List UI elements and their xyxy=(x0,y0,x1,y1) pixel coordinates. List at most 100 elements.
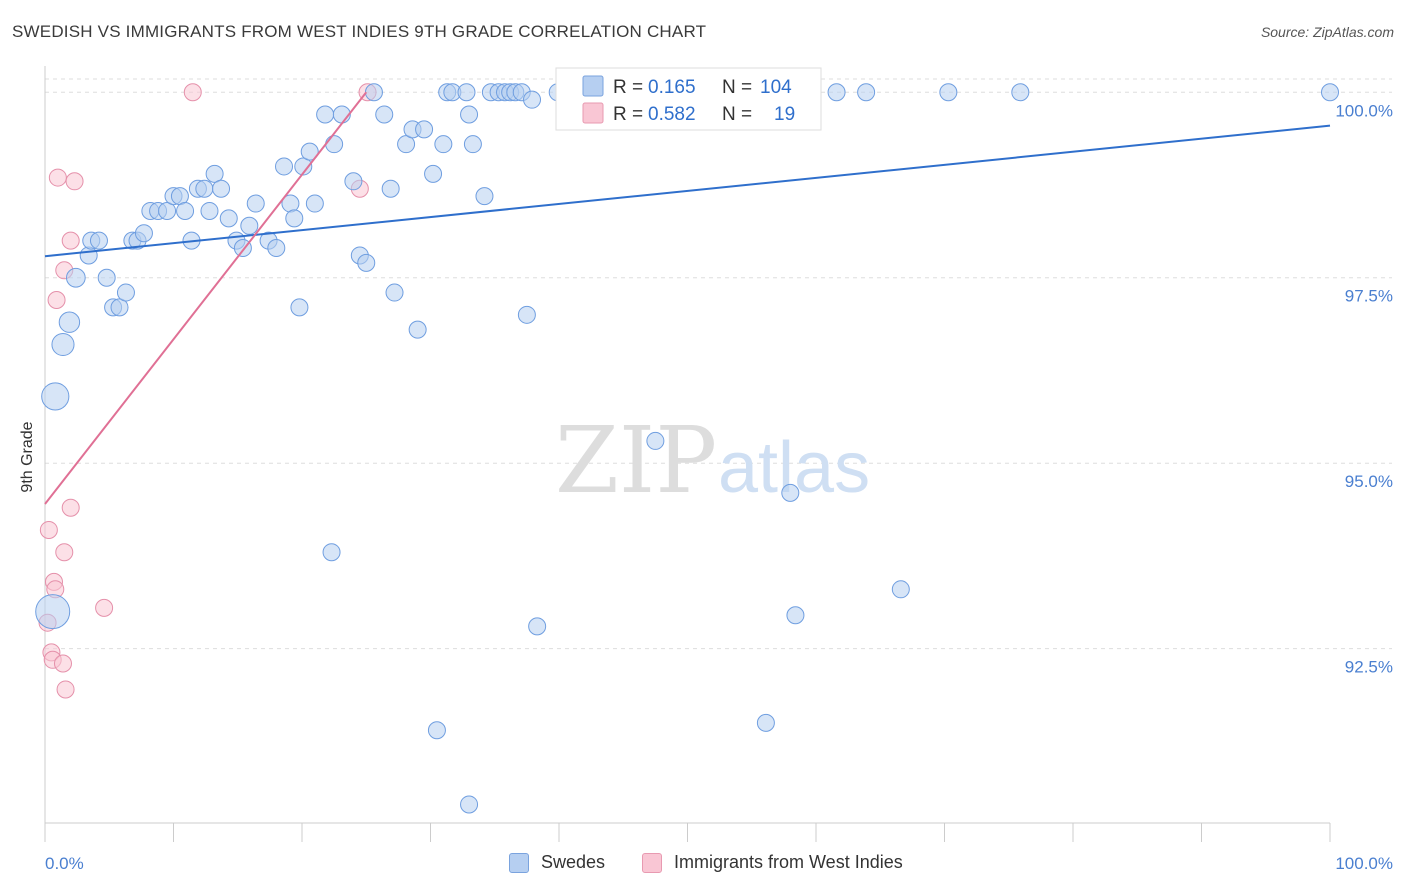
data-point-swedes xyxy=(325,135,344,154)
data-point-swedes xyxy=(212,179,231,198)
x-tick-label-max: 100.0% xyxy=(1335,854,1393,873)
grid-layer xyxy=(45,78,1392,650)
data-point-swedes xyxy=(827,83,846,102)
data-point-swedes xyxy=(424,164,443,183)
data-point-west-indies xyxy=(53,654,72,673)
data-point-swedes xyxy=(110,298,129,317)
data-point-swedes xyxy=(357,253,376,272)
legend-swatch-swedes xyxy=(509,852,529,873)
legend-item-west-indies: Immigrants from West Indies xyxy=(642,852,903,873)
data-point-swedes xyxy=(200,201,219,220)
data-point-swedes xyxy=(891,580,910,599)
legend-n-value-blue: 104 xyxy=(760,77,792,98)
data-point-swedes xyxy=(475,187,494,206)
chart-title: SWEDISH VS IMMIGRANTS FROM WEST INDIES 9… xyxy=(12,22,707,41)
data-point-swedes xyxy=(219,209,238,228)
data-point-west-indies xyxy=(55,543,74,562)
legend-n-label-pink: N = xyxy=(722,104,752,125)
trend-line-west-indies xyxy=(44,91,368,505)
data-point-swedes xyxy=(463,135,482,154)
data-point-west-indies xyxy=(65,172,84,191)
axis-layer: 92.5% 95.0% 97.5% 100.0% 0.0% 100.0% xyxy=(44,66,1393,873)
trend-line-swedes xyxy=(44,124,1331,258)
bottom-legend: Swedes Immigrants from West Indies xyxy=(0,852,1406,878)
data-point-swedes xyxy=(375,105,394,124)
data-point-swedes xyxy=(134,224,153,243)
data-point-west-indies xyxy=(95,598,114,617)
data-point-swedes xyxy=(158,201,177,220)
data-point-west-indies xyxy=(47,290,66,309)
data-point-swedes xyxy=(176,201,195,220)
data-point-swedes xyxy=(322,543,341,562)
data-point-swedes xyxy=(58,311,81,333)
data-point-swedes xyxy=(781,483,800,502)
data-point-west-indies xyxy=(56,680,75,699)
data-point-swedes xyxy=(300,142,319,161)
legend-label-swedes: Swedes xyxy=(541,852,606,872)
y-tick-label: 95.0% xyxy=(1345,472,1393,491)
data-point-swedes xyxy=(65,267,86,288)
data-point-swedes xyxy=(205,164,224,183)
data-point-swedes xyxy=(285,209,304,228)
data-point-swedes xyxy=(116,283,135,302)
legend-swatch-blue xyxy=(582,75,604,97)
data-point-swedes xyxy=(939,83,958,102)
data-point-swedes xyxy=(460,795,479,814)
data-point-swedes xyxy=(756,713,775,732)
legend-n-label-blue: N = xyxy=(722,77,752,98)
data-point-swedes xyxy=(97,268,116,287)
data-point-swedes xyxy=(267,239,286,258)
data-point-swedes xyxy=(275,157,294,176)
data-point-swedes xyxy=(89,231,108,250)
data-point-swedes xyxy=(381,179,400,198)
legend-label-west-indies: Immigrants from West Indies xyxy=(674,852,903,872)
legend-r-value-pink: 0.582 xyxy=(648,104,696,125)
data-point-swedes xyxy=(35,594,71,630)
data-point-swedes xyxy=(51,332,75,357)
data-point-swedes xyxy=(364,83,383,102)
data-point-swedes xyxy=(294,157,313,176)
legend-n-value-pink: 19 xyxy=(774,104,795,125)
data-point-west-indies xyxy=(61,231,80,250)
data-point-swedes xyxy=(246,194,265,213)
source-credit: Source: ZipAtlas.com xyxy=(1260,24,1394,40)
legend-swatch-west-indies xyxy=(642,852,662,873)
data-point-swedes xyxy=(316,105,335,124)
data-point-swedes xyxy=(523,90,542,109)
data-point-west-indies xyxy=(183,83,202,102)
data-point-swedes xyxy=(397,135,416,154)
data-point-swedes xyxy=(79,246,98,265)
watermark-zip: ZIP xyxy=(555,407,717,514)
data-point-swedes xyxy=(1011,83,1030,102)
data-point-swedes xyxy=(857,83,876,102)
data-point-swedes xyxy=(344,172,363,191)
legend-box: R = 0.165 N = 104 R = 0.582 N = 19 xyxy=(555,67,822,131)
y-axis-label: 9th Grade xyxy=(19,421,36,492)
x-tick-label-min: 0.0% xyxy=(45,854,84,873)
data-point-west-indies xyxy=(48,168,67,187)
legend-r-value-blue: 0.165 xyxy=(648,77,696,98)
data-point-swedes xyxy=(415,120,434,139)
data-point-swedes xyxy=(1321,83,1339,102)
data-point-swedes xyxy=(434,135,453,154)
data-point-swedes xyxy=(457,83,476,102)
legend-r-label-pink: R = xyxy=(613,104,643,125)
data-point-west-indies xyxy=(39,520,58,539)
data-point-swedes xyxy=(786,606,805,625)
y-tick-label: 97.5% xyxy=(1345,287,1393,306)
data-point-swedes xyxy=(41,382,70,411)
data-point-swedes xyxy=(427,721,446,740)
data-point-west-indies xyxy=(61,498,80,517)
y-tick-label: 100.0% xyxy=(1335,101,1393,120)
data-point-swedes xyxy=(385,283,404,302)
data-point-swedes xyxy=(240,216,259,235)
data-point-swedes xyxy=(460,105,479,124)
data-point-swedes xyxy=(517,305,536,324)
legend-r-label-blue: R = xyxy=(613,77,643,98)
data-point-swedes xyxy=(646,431,665,450)
y-tick-label: 92.5% xyxy=(1345,658,1393,677)
data-point-swedes xyxy=(408,320,427,339)
legend-swatch-pink xyxy=(582,102,604,124)
trend-lines xyxy=(44,91,1331,505)
